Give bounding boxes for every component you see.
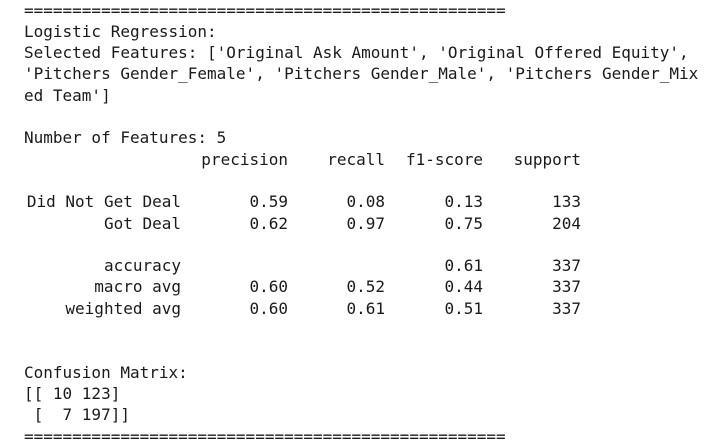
report-cell: 0.51 — [444, 298, 483, 318]
row-label: Did Not Get Deal — [26, 192, 181, 212]
report-header: recall — [327, 149, 385, 169]
selected-features: ed Team'] — [24, 85, 111, 105]
report-cell: 0.61 — [444, 256, 483, 276]
selected-features: Selected Features: ['Original Ask Amount… — [24, 43, 689, 63]
report-header: f1-score — [405, 149, 483, 169]
report-cell: 0.59 — [249, 192, 288, 212]
report-header: precision — [201, 149, 288, 169]
report-cell: 0.60 — [249, 298, 288, 318]
row-label: macro avg — [94, 277, 181, 297]
report-header: support — [513, 149, 581, 169]
separator: ========================================… — [24, 0, 506, 20]
report-cell: 0.60 — [249, 277, 288, 297]
selected-features: 'Pitchers Gender_Female', 'Pitchers Gend… — [24, 64, 699, 84]
report-cell: 0.44 — [444, 277, 483, 297]
report-cell: 0.75 — [444, 213, 483, 233]
model-title: Logistic Regression: — [24, 21, 217, 41]
report-cell: 0.52 — [346, 277, 385, 297]
number-of-features: Number of Features: 5 — [24, 128, 227, 148]
confusion-row: [[ 10 123] — [24, 383, 121, 403]
confusion-row: [ 7 197]] — [24, 405, 130, 425]
row-label: Got Deal — [103, 213, 181, 233]
report-cell: 0.97 — [346, 213, 385, 233]
report-cell: 337 — [552, 277, 581, 297]
separator: ========================================… — [24, 426, 506, 442]
report-cell: 0.62 — [249, 213, 288, 233]
report-cell: 337 — [552, 298, 581, 318]
row-label: accuracy — [103, 256, 181, 276]
confusion-title: Confusion Matrix: — [24, 362, 188, 382]
report-cell: 204 — [552, 213, 581, 233]
report-cell: 133 — [552, 192, 581, 212]
report-cell: 0.08 — [346, 192, 385, 212]
report-cell: 0.13 — [444, 192, 483, 212]
report-cell: 0.61 — [346, 298, 385, 318]
report-cell: 337 — [552, 256, 581, 276]
row-label: weighted avg — [65, 298, 181, 318]
